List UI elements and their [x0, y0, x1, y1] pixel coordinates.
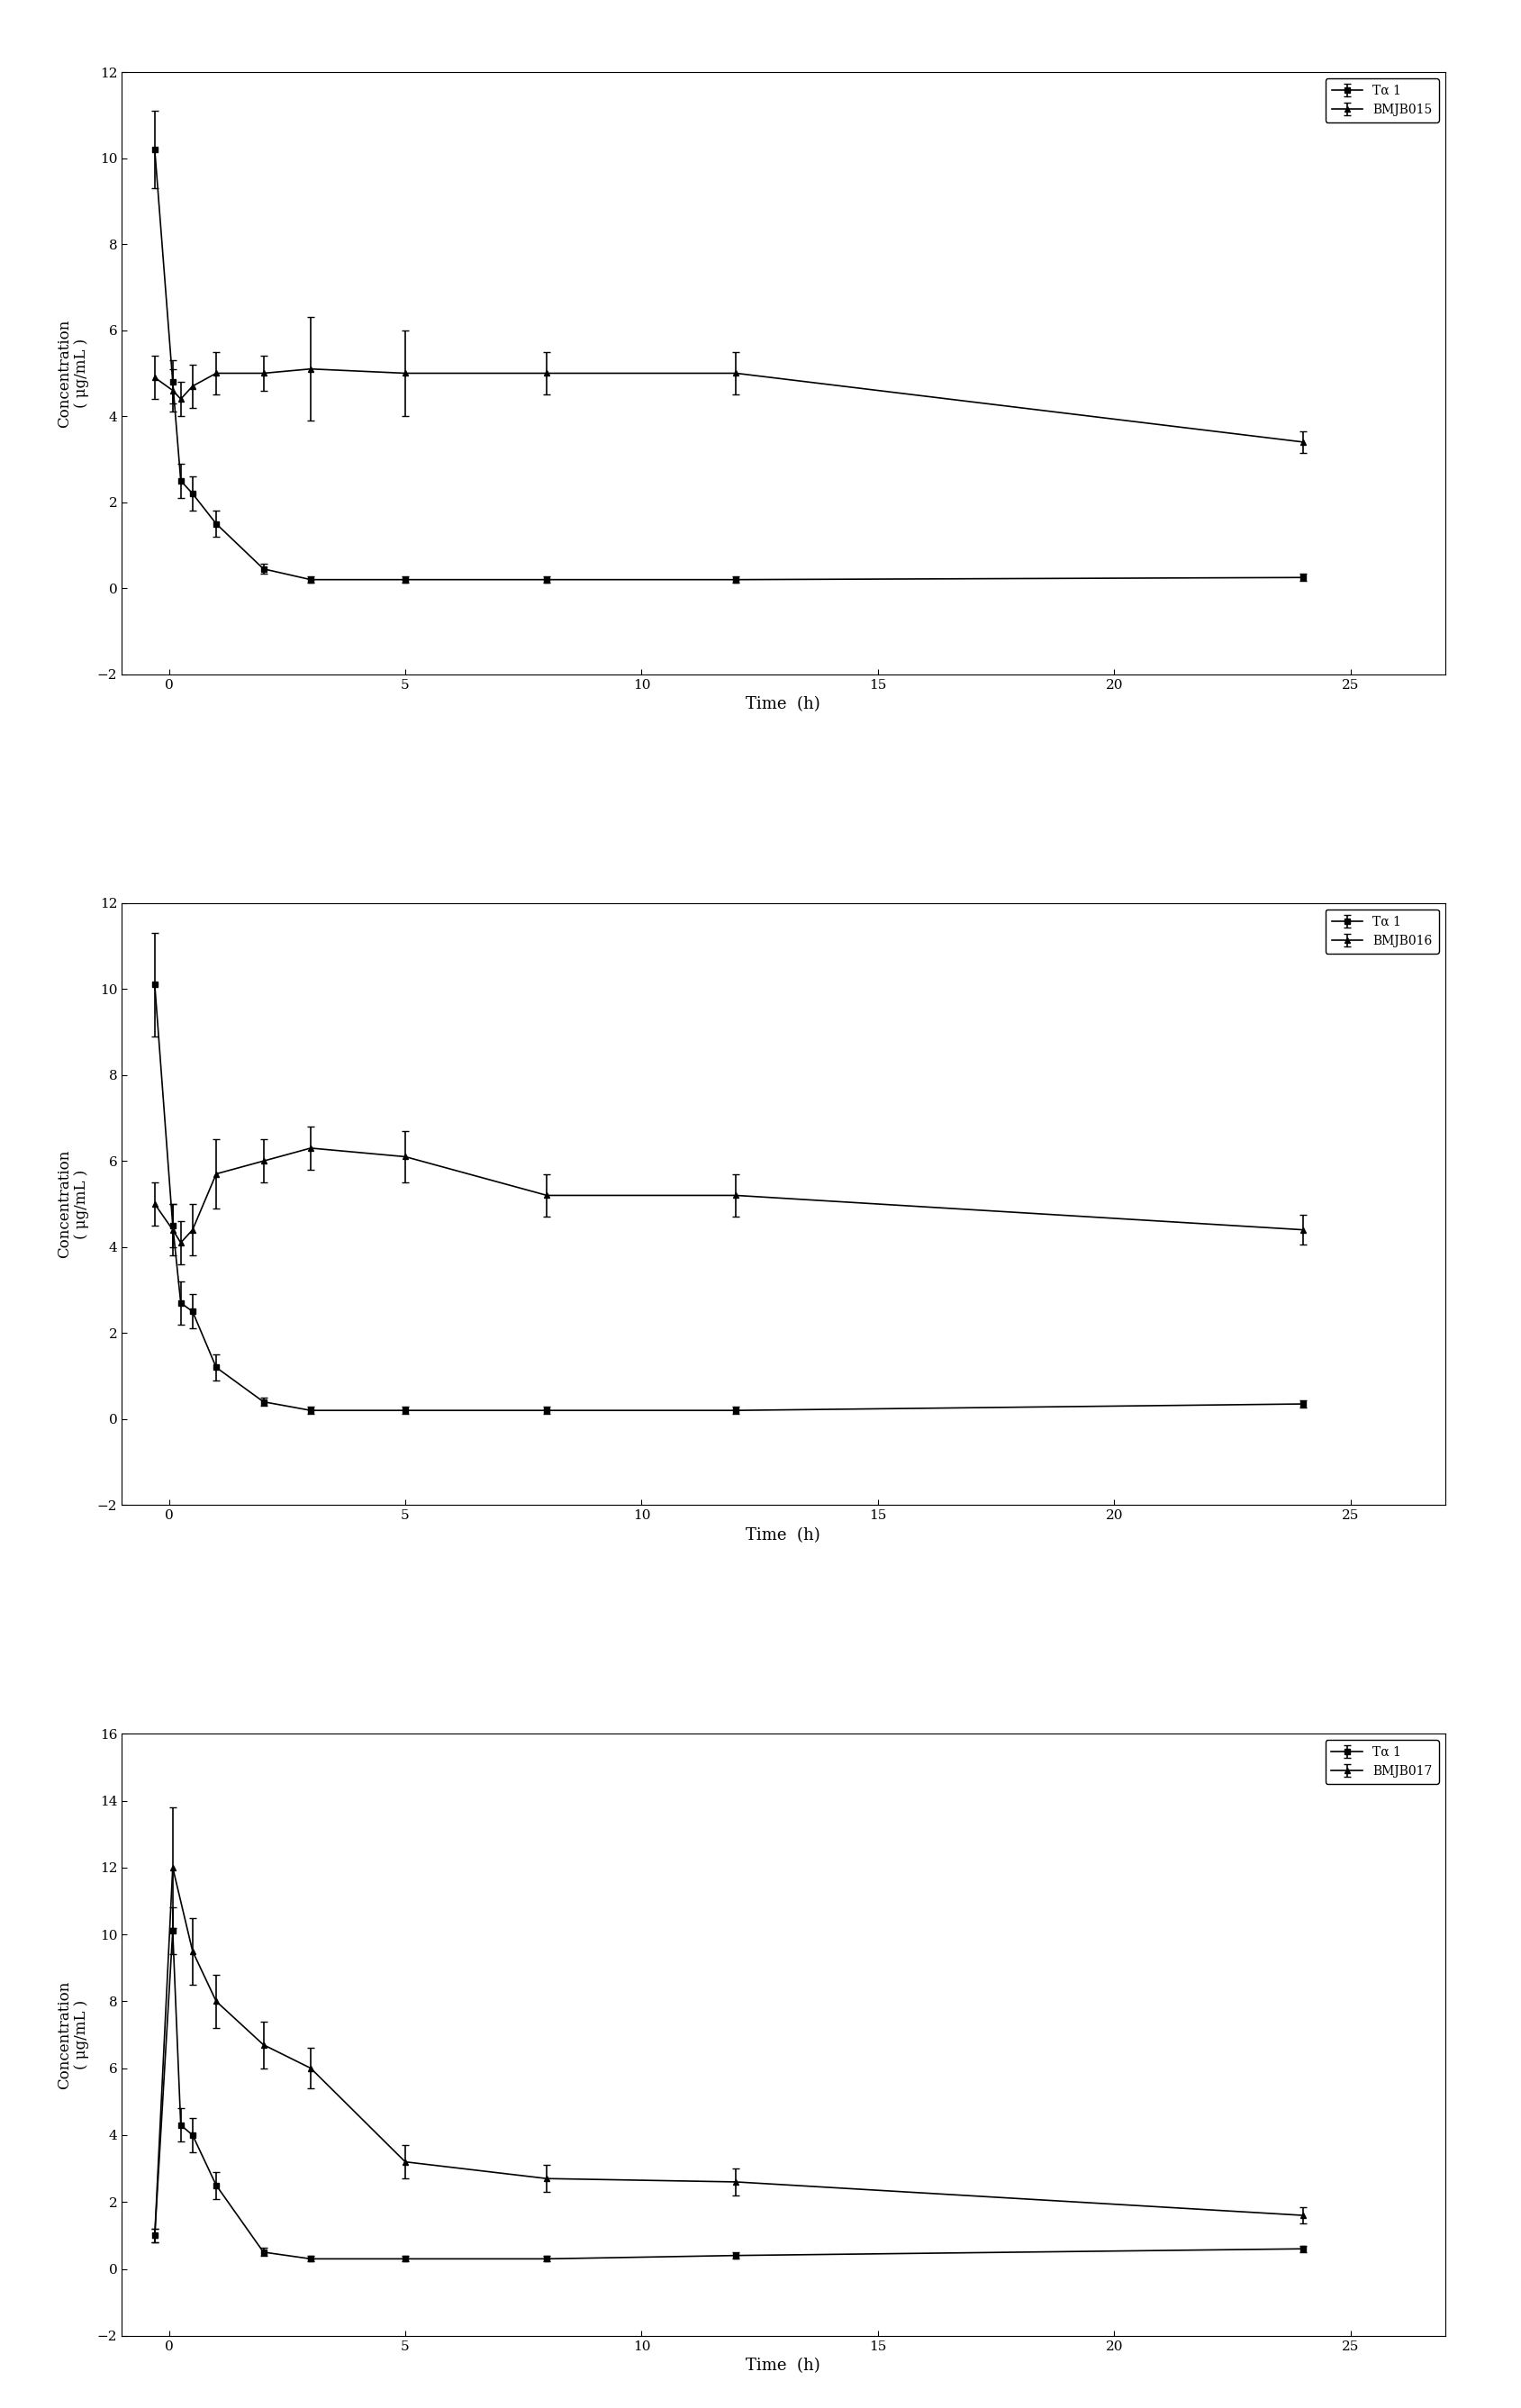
- Y-axis label: Concentration
( μg/mL ): Concentration ( μg/mL ): [56, 1149, 90, 1259]
- Legend: Tα 1, BMJB016: Tα 1, BMJB016: [1325, 910, 1439, 954]
- Y-axis label: Concentration
( μg/mL ): Concentration ( μg/mL ): [56, 318, 90, 429]
- X-axis label: Time  (h): Time (h): [747, 696, 820, 713]
- X-axis label: Time  (h): Time (h): [747, 1527, 820, 1544]
- Legend: Tα 1, BMJB015: Tα 1, BMJB015: [1325, 79, 1439, 123]
- Legend: Tα 1, BMJB017: Tα 1, BMJB017: [1325, 1741, 1439, 1784]
- X-axis label: Time  (h): Time (h): [747, 2357, 820, 2374]
- Y-axis label: Concentration
( μg/mL ): Concentration ( μg/mL ): [56, 1979, 90, 2090]
